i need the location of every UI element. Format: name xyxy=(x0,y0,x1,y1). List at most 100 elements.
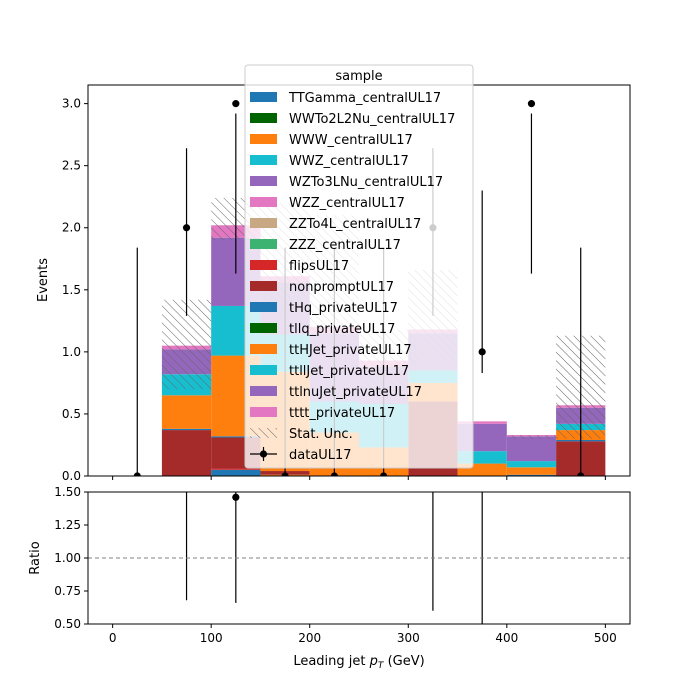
legend-item-1: WWTo2L2Nu_centralUL17 xyxy=(250,112,455,127)
data-point-2 xyxy=(232,100,240,108)
legend-label-16: Stat. Unc. xyxy=(289,427,353,442)
legend-swatch-5 xyxy=(250,197,277,207)
legend-item-5: WZZ_centralUL17 xyxy=(250,196,405,211)
x-tick-label-4: 400 xyxy=(495,631,518,645)
bar-flipsUL17-bin-2 xyxy=(211,468,261,470)
legend-swatch-7 xyxy=(250,239,277,249)
legend-label-8: flipsUL17 xyxy=(289,259,349,274)
legend-label-9: nonpromptUL17 xyxy=(289,280,394,295)
ratio-x-ticks: 0 100 200 300 400 500 xyxy=(109,624,617,645)
legend-item-0: TTGamma_centralUL17 xyxy=(250,91,441,106)
legend-label-0: TTGamma_centralUL17 xyxy=(288,91,441,106)
ratio-y-tick-label-4: 1.50 xyxy=(54,485,81,499)
ratio-y-tick-label-0: 0.50 xyxy=(54,617,81,631)
legend-swatch-10 xyxy=(250,302,277,312)
legend: sample TTGamma_centralUL17 WWTo2L2Nu_cent… xyxy=(244,64,474,469)
main-x-ticks xyxy=(112,476,606,480)
legend-swatch-1 xyxy=(250,113,277,123)
data-point-7 xyxy=(478,348,486,356)
legend-swatch-15 xyxy=(250,407,277,417)
legend-swatch-8 xyxy=(250,260,277,270)
x-axis-label: Leading jet pT (GeV) xyxy=(293,654,424,671)
legend-box xyxy=(244,64,474,469)
legend-swatch-6 xyxy=(250,218,277,228)
bar-tHq_privateUL17-bin-2 xyxy=(211,436,261,438)
main-y-tick-label-1: 0.5 xyxy=(62,407,81,421)
legend-swatch-11 xyxy=(250,323,277,333)
bar-TTGamma_centralUL17-bin-2 xyxy=(211,469,261,476)
legend-item-7: ZZZ_centralUL17 xyxy=(250,238,401,253)
ratio-point-1 xyxy=(232,493,240,501)
x-tick-label-2: 200 xyxy=(298,631,321,645)
legend-title: sample xyxy=(335,69,382,84)
data-point-4 xyxy=(330,472,338,476)
legend-label-14: ttlnuJet_privateUL17 xyxy=(289,385,422,400)
bar-nonpromptUL17-bin-1 xyxy=(161,430,212,476)
ratio-y-tick-label-2: 1.00 xyxy=(54,551,81,565)
bar-ttHJet_privateUL17-bin-8 xyxy=(506,467,557,475)
legend-swatch-2 xyxy=(250,134,277,144)
legend-item-16: Stat. Unc. xyxy=(250,427,353,442)
legend-item-6: ZZTo4L_centralUL17 xyxy=(250,217,421,232)
bar-tttt_privateUL17-bin-7 xyxy=(457,421,507,424)
legend-item-15: tttt_privateUL17 xyxy=(250,406,395,421)
legend-label-5: WZZ_centralUL17 xyxy=(289,196,405,211)
legend-item-10: tHq_privateUL17 xyxy=(250,301,398,316)
main-y-axis-label: Events xyxy=(36,258,51,302)
legend-swatch-14 xyxy=(250,386,277,396)
ratio-y-tick-label-3: 1.25 xyxy=(54,518,81,532)
legend-item-13: ttllJet_privateUL17 xyxy=(250,364,409,379)
legend-item-3: WWZ_centralUL17 xyxy=(250,154,409,169)
legend-item-17: dataUL17 xyxy=(250,447,352,463)
legend-label-7: ZZZ_centralUL17 xyxy=(289,238,401,253)
legend-label-17: dataUL17 xyxy=(289,448,352,463)
legend-swatch-3 xyxy=(250,155,277,165)
x-tick-label-5: 500 xyxy=(594,631,617,645)
legend-swatch-13 xyxy=(250,365,277,375)
bar-ttHJet_privateUL17-bin-1 xyxy=(161,395,212,429)
legend-swatch-16 xyxy=(250,428,277,438)
main-y-tick-label-3: 1.5 xyxy=(62,283,81,297)
legend-item-4: WZTo3LNu_centralUL17 xyxy=(250,175,443,190)
x-tick-label-3: 300 xyxy=(397,631,420,645)
bar-ttllJet_privateUL17-bin-8 xyxy=(506,461,557,468)
main-y-tick-label-0: 0.0 xyxy=(62,469,81,483)
legend-label-12: ttHJet_privateUL17 xyxy=(289,343,412,358)
legend-swatch-12 xyxy=(250,344,277,354)
data-point-5 xyxy=(380,472,388,476)
bar-tHq_privateUL17-bin-1 xyxy=(161,428,212,431)
main-y-tick-label-6: 3.0 xyxy=(62,97,81,111)
main-y-tick-label-4: 2.0 xyxy=(62,221,81,235)
data-point-1 xyxy=(182,224,191,232)
main-y-ticks: 0.0 0.5 1.0 1.5 2.0 2.5 3.0 xyxy=(62,97,88,483)
ratio-y-axis-label: Ratio xyxy=(28,541,43,574)
legend-swatch-0 xyxy=(250,92,277,102)
legend-label-15: tttt_privateUL17 xyxy=(289,406,395,421)
ratio-axes-frame xyxy=(87,491,631,625)
legend-label-1: WWTo2L2Nu_centralUL17 xyxy=(289,112,455,127)
legend-label-3: WWZ_centralUL17 xyxy=(289,154,409,169)
bar-ttlnuJet_privateUL17-bin-8 xyxy=(506,436,557,462)
legend-label-10: tHq_privateUL17 xyxy=(289,301,398,316)
ratio-plot: 0 100 200 300 400 500 0.50 0.75 1.00 1.25 1.50 Ra… xyxy=(28,485,631,645)
data-point-9 xyxy=(577,472,585,476)
data-point-8 xyxy=(527,100,536,108)
legend-swatch-9 xyxy=(250,281,277,291)
legend-item-2: WWW_centralUL17 xyxy=(250,133,413,148)
legend-marker xyxy=(259,450,268,458)
ratio-y-ticks: 0.50 0.75 1.00 1.25 1.50 xyxy=(54,485,88,631)
legend-item-11: tllq_privateUL17 xyxy=(250,322,395,337)
legend-item-14: ttlnuJet_privateUL17 xyxy=(250,385,422,400)
ratio-points xyxy=(185,492,483,624)
data-point-0 xyxy=(133,472,141,476)
legend-label-4: WZTo3LNu_centralUL17 xyxy=(289,175,443,190)
x-tick-label-1: 100 xyxy=(200,631,223,645)
ratio-y-tick-label-1: 0.75 xyxy=(54,584,81,598)
legend-item-12: ttHJet_privateUL17 xyxy=(250,343,412,358)
main-y-tick-label-5: 2.5 xyxy=(62,159,81,173)
legend-label-6: ZZTo4L_centralUL17 xyxy=(289,217,421,232)
legend-swatch-4 xyxy=(250,176,277,186)
legend-label-11: tllq_privateUL17 xyxy=(289,322,395,337)
legend-item-8: flipsUL17 xyxy=(250,259,349,274)
